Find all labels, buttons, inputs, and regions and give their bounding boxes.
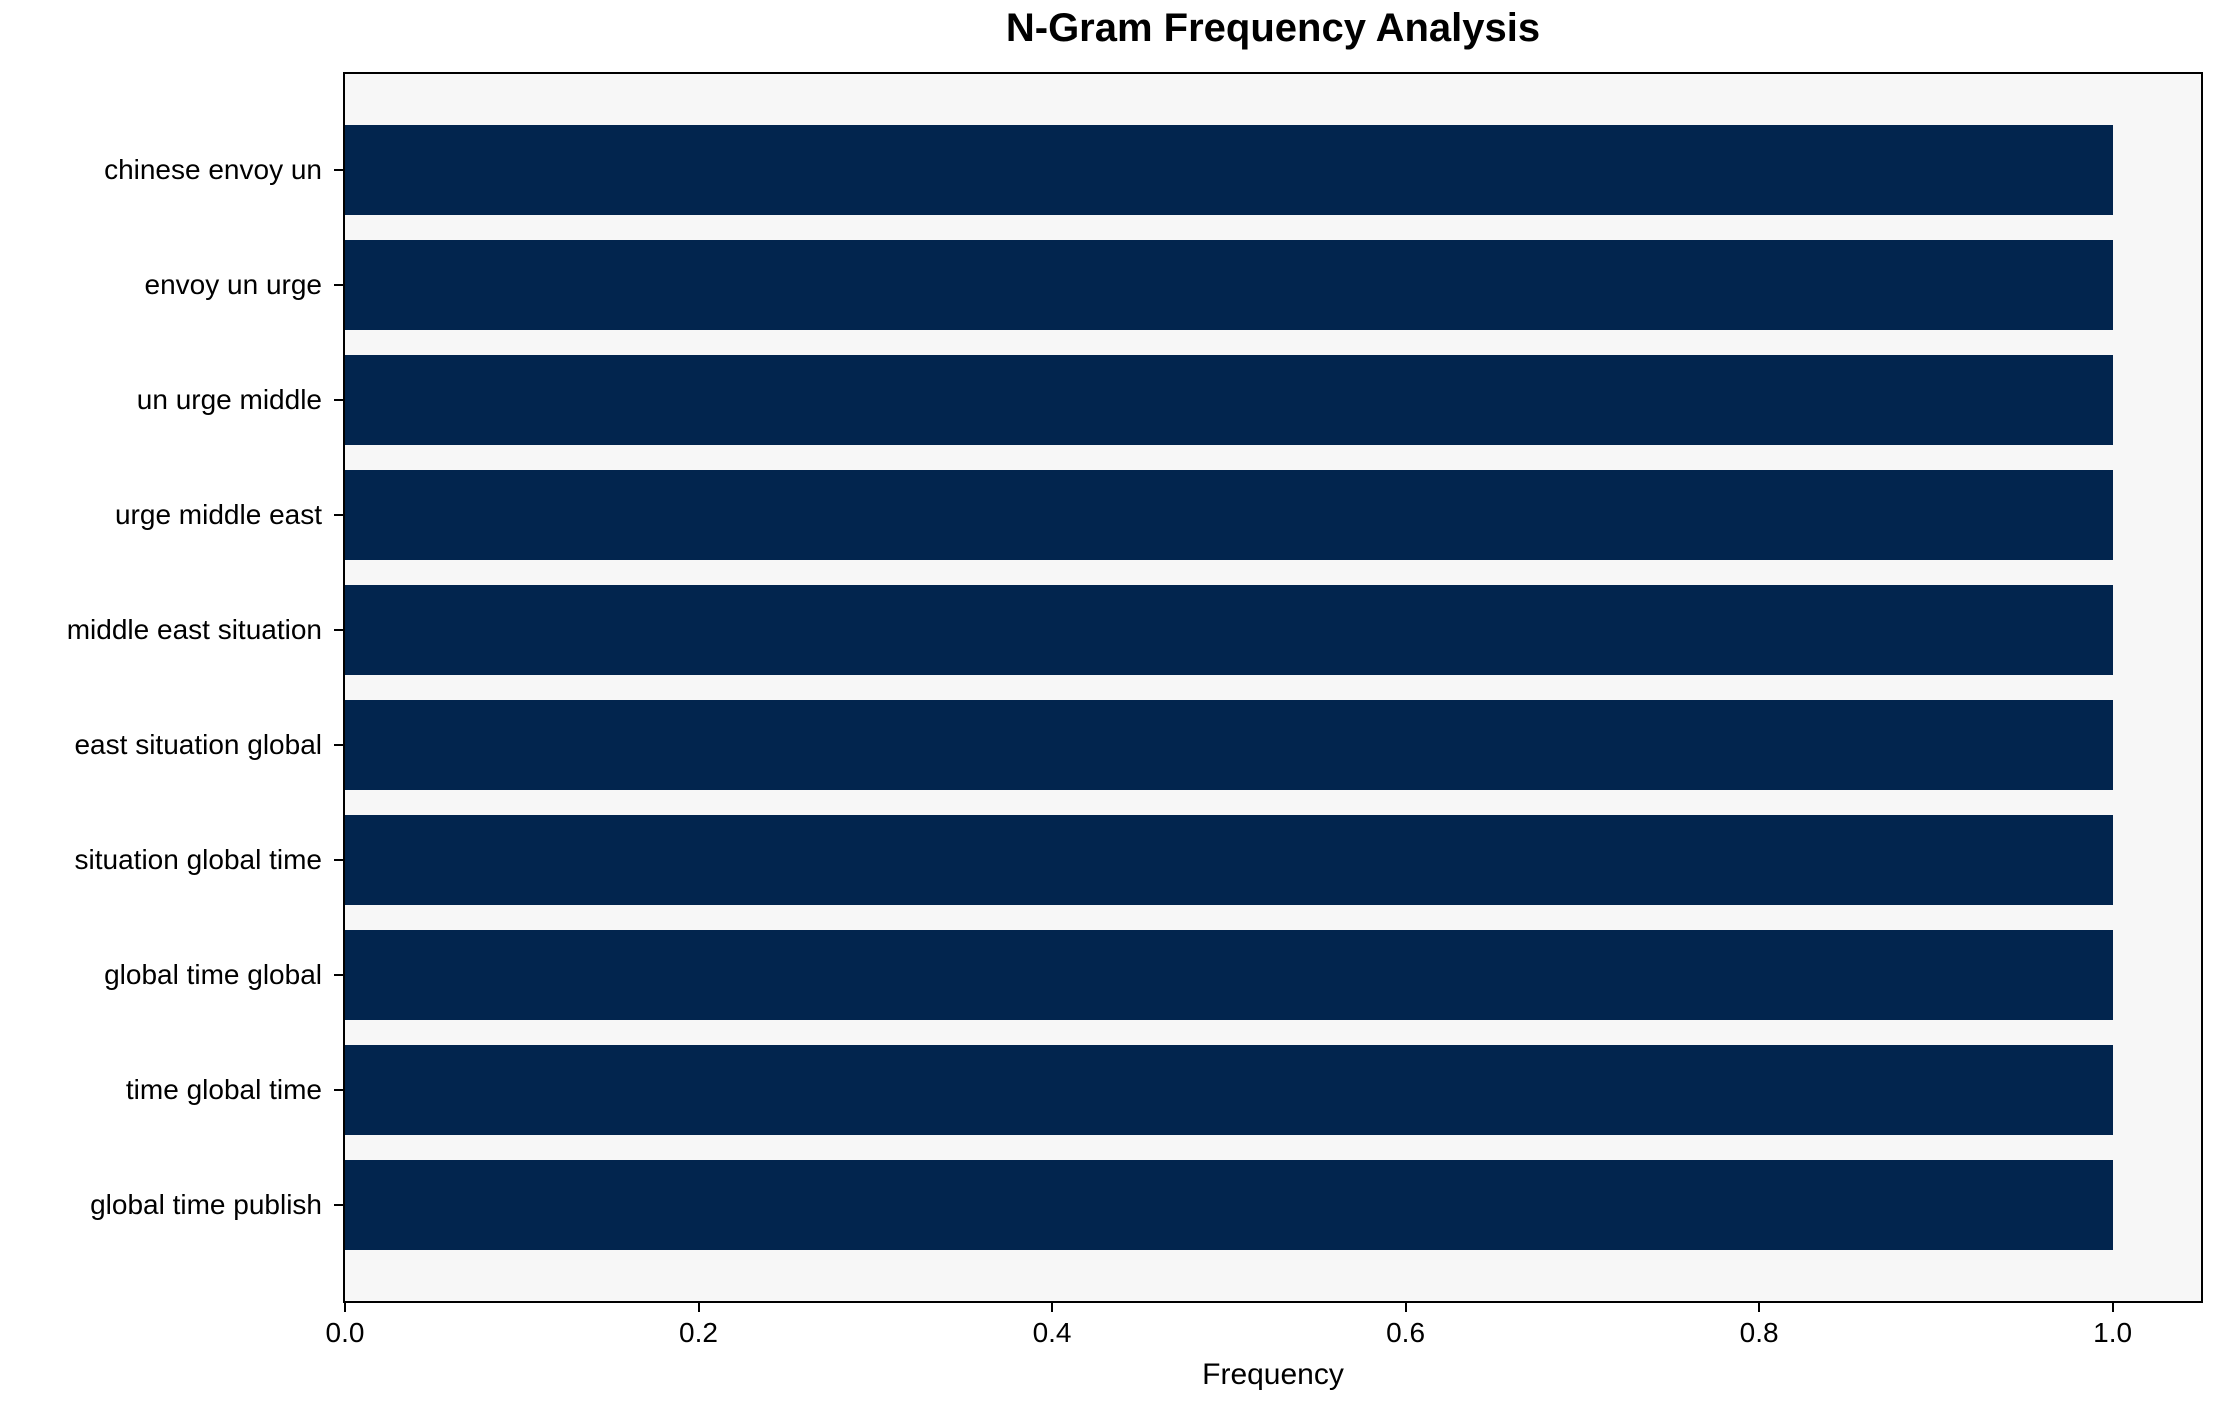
x-tick-mark (1404, 1303, 1407, 1312)
bar (345, 700, 2113, 790)
x-tick-mark (1758, 1303, 1761, 1312)
x-tick-mark (1051, 1303, 1054, 1312)
y-tick-mark (334, 974, 343, 976)
y-tick-label: urge middle east (114, 499, 322, 530)
y-tick-label: un urge middle (136, 384, 322, 415)
x-tick-mark (697, 1303, 700, 1312)
x-tick-label: 1.0 (2093, 1317, 2133, 1348)
y-tick-mark (334, 859, 343, 861)
y-tick-label: global time global (104, 959, 322, 990)
bar (345, 1045, 2113, 1135)
y-tick-label: middle east situation (66, 614, 322, 645)
x-tick-mark (2111, 1303, 2114, 1312)
y-tick-label: global time publish (90, 1189, 322, 1220)
y-tick-mark (334, 1089, 343, 1091)
plot-area (343, 72, 2203, 1303)
chart-title: N-Gram Frequency Analysis (1005, 6, 1541, 50)
bar (345, 930, 2113, 1020)
y-tick-mark (334, 1204, 343, 1206)
y-tick-mark (334, 169, 343, 171)
x-tick-label: 0.2 (679, 1317, 718, 1348)
y-tick-mark (334, 514, 343, 516)
y-tick-mark (334, 284, 343, 286)
x-tick-label: 0.4 (1032, 1317, 1072, 1348)
bars-layer (345, 74, 2201, 1301)
bar (345, 125, 2113, 215)
x-tick-label: 0.0 (325, 1317, 365, 1348)
y-tick-mark (334, 629, 343, 631)
y-tick-label: east situation global (74, 729, 322, 760)
bar (345, 1160, 2113, 1250)
bar (345, 240, 2113, 330)
x-tick-label: 0.6 (1386, 1317, 1426, 1348)
x-axis-label: Frequency (1202, 1358, 1344, 1391)
y-tick-label: chinese envoy un (104, 154, 322, 185)
y-tick-mark (334, 399, 343, 401)
bar (345, 585, 2113, 675)
y-axis-ticks (334, 74, 343, 1301)
y-tick-label: situation global time (74, 844, 322, 875)
y-tick-label: time global time (125, 1074, 322, 1105)
x-tick-label: 0.8 (1739, 1317, 1779, 1348)
x-axis-ticks: 0.0 0.2 0.4 0.6 0.8 1.0 (326, 1303, 2201, 1403)
y-tick-mark (334, 744, 343, 746)
bar (345, 470, 2113, 560)
y-axis-labels: chinese envoy un envoy un urge un urge mid… (0, 74, 322, 1301)
bar (345, 355, 2113, 445)
y-tick-label: envoy un urge (144, 269, 322, 300)
x-tick-mark (344, 1303, 346, 1312)
bar (345, 815, 2113, 905)
